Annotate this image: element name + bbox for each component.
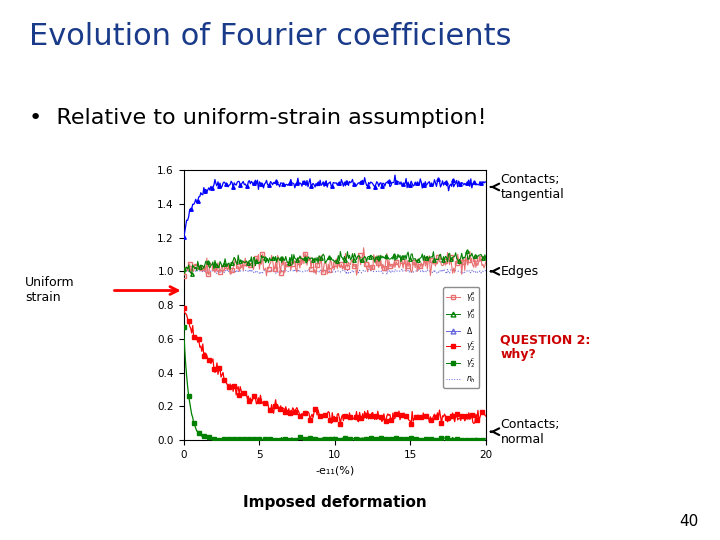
Legend: $\gamma_0^e$, $\gamma_0^e$, $\Delta$, $\gamma_2^c$, $\gamma_2^c$, $n_h$: $\gamma_0^e$, $\gamma_0^e$, $\Delta$, $\…	[444, 287, 479, 388]
Text: Contacts;
tangential: Contacts; tangential	[500, 173, 564, 201]
Text: Evolution of Fourier coefficients: Evolution of Fourier coefficients	[29, 22, 511, 51]
X-axis label: -e₁₁(%): -e₁₁(%)	[315, 465, 354, 475]
Text: •  Relative to uniform-strain assumption!: • Relative to uniform-strain assumption!	[29, 108, 487, 128]
Text: Uniform
strain: Uniform strain	[25, 276, 75, 304]
Text: Edges: Edges	[500, 265, 539, 278]
Text: 40: 40	[679, 514, 698, 529]
Text: Contacts;
normal: Contacts; normal	[500, 417, 560, 446]
Text: QUESTION 2:
why?: QUESTION 2: why?	[500, 333, 591, 361]
Text: Imposed deformation: Imposed deformation	[243, 495, 427, 510]
